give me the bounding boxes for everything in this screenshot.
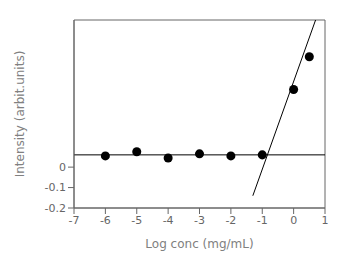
svg-text:-5: -5: [131, 214, 142, 227]
svg-text:-1: -1: [257, 214, 268, 227]
svg-text:-0.2: -0.2: [45, 202, 66, 215]
svg-text:-7: -7: [69, 214, 80, 227]
svg-text:-4: -4: [163, 214, 174, 227]
svg-text:Log conc (mg/mL): Log conc (mg/mL): [145, 237, 253, 251]
svg-text:-2: -2: [225, 214, 236, 227]
svg-text:-3: -3: [194, 214, 205, 227]
svg-text:1: 1: [322, 214, 329, 227]
svg-text:0: 0: [290, 214, 297, 227]
svg-text:0: 0: [59, 161, 66, 174]
svg-text:Intensity (arbit.units): Intensity (arbit.units): [13, 51, 27, 178]
svg-text:-0.1: -0.1: [45, 181, 66, 194]
svg-text:-6: -6: [100, 214, 111, 227]
